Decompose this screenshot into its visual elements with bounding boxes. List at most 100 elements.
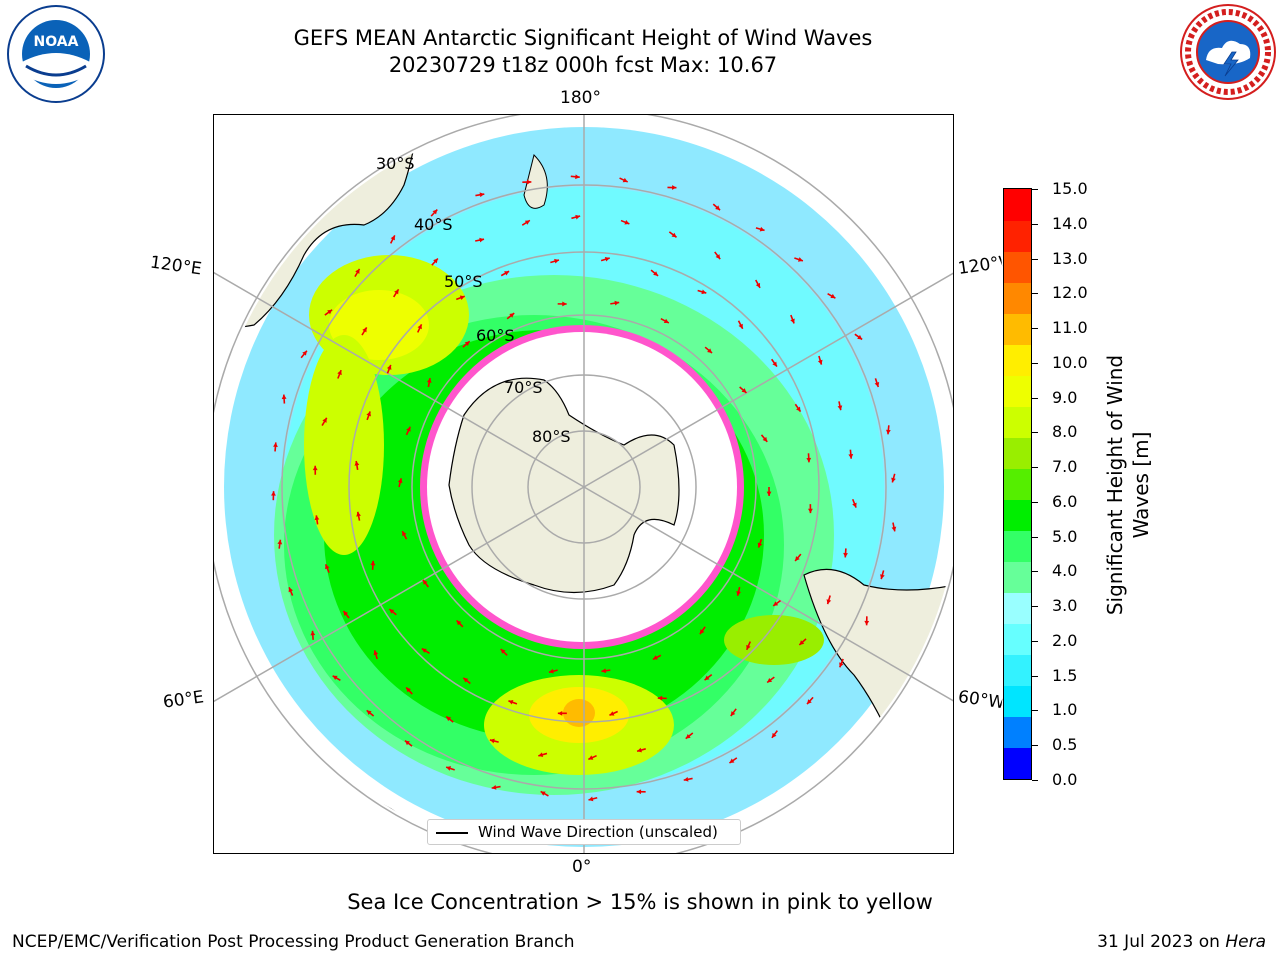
- wave-direction-arrowhead: [624, 220, 630, 225]
- colorbar-tick-label: 12.0: [1052, 283, 1088, 303]
- wave-direction-arrowhead: [277, 539, 283, 545]
- colorbar-tick-label: 15.0: [1052, 179, 1088, 198]
- wave-direction-arrowhead: [799, 640, 805, 645]
- wave-direction-arrowhead: [373, 650, 379, 656]
- wave-direction-arrowhead: [446, 766, 452, 771]
- colorbar-segment: [1004, 282, 1031, 314]
- wave-direction-arrowhead: [741, 388, 747, 393]
- colorbar-tick-label: 0.0: [1052, 770, 1078, 789]
- map-title: GEFS MEAN Antarctic Significant Height o…: [293, 26, 873, 50]
- lon-label-bottom: 0°: [572, 857, 592, 877]
- colorbar-tick-mark: [1032, 640, 1038, 642]
- map-legend: Wind Wave Direction (unscaled): [427, 819, 741, 845]
- wave-direction-arrowhead: [402, 531, 407, 537]
- svg-text:NOAA: NOAA: [34, 34, 79, 50]
- wave-direction-arrowhead: [390, 235, 395, 241]
- wave-direction-arrowhead: [757, 542, 763, 548]
- colorbar-segment: [1004, 406, 1031, 438]
- wave-direction-arrowhead: [729, 758, 735, 764]
- wave-direction-arrowhead: [491, 785, 497, 790]
- colorbar-segment: [1004, 592, 1031, 625]
- wave-direction-arrowhead: [548, 668, 554, 674]
- wave-direction-arrowhead: [891, 526, 897, 532]
- colorbar-tick-mark: [1032, 223, 1038, 225]
- lat-label-80s: 80°S: [532, 427, 571, 446]
- date-stamp: 31 Jul 2023 on Hera: [1097, 932, 1266, 952]
- colorbar-segment: [1004, 375, 1031, 407]
- colorbar-tick-mark: [1032, 397, 1038, 399]
- wave-direction-arrowhead: [355, 268, 360, 274]
- wave-direction-arrowhead: [538, 752, 544, 757]
- wave-direction-arrowhead: [417, 324, 422, 330]
- wave-direction-arrowhead: [356, 511, 361, 517]
- wave-direction-arrowhead: [406, 426, 411, 432]
- wave-direction-arrowhead: [755, 282, 761, 288]
- colorbar-tick-mark: [1032, 362, 1038, 364]
- wave-direction-arrowhead: [795, 556, 800, 561]
- lat-label-40s: 40°S: [414, 215, 453, 234]
- wave-direction-arrowhead: [762, 436, 768, 442]
- map-subtitle: 20230729 t18z 000h fcst Max: 10.67: [388, 53, 778, 77]
- wave-direction-arrowhead: [817, 359, 823, 365]
- wave-direction-arrowhead: [310, 630, 316, 636]
- colorbar-tick-label: 10.0: [1052, 352, 1088, 372]
- wave-direction-arrowhead: [837, 405, 843, 411]
- colorbar-segment: [1004, 623, 1031, 656]
- wave-direction-arrowhead: [807, 699, 812, 705]
- lon-label-upper-left: 120°E: [148, 252, 203, 280]
- wave-direction-arrowhead: [394, 289, 399, 295]
- wave-direction-arrowhead: [746, 644, 751, 650]
- wave-direction-arrowhead: [343, 610, 349, 616]
- wave-direction-arrowhead: [880, 574, 885, 580]
- wave-direction-arrowhead: [796, 406, 801, 412]
- wave-direction-arrowhead: [386, 364, 392, 370]
- colorbar-tick-label: 14.0: [1052, 213, 1088, 233]
- map-canvas: 30°S 40°S 50°S 60°S 70°S 80°S: [214, 115, 953, 853]
- wave-direction-arrowhead: [848, 454, 854, 459]
- colorbar-tick-mark: [1032, 745, 1038, 747]
- lon-label-lower-right: 60°W: [956, 687, 1004, 713]
- colorbar-tick-mark: [1032, 258, 1038, 260]
- colorbar-tick-label: 5.0: [1052, 526, 1078, 546]
- colorbar-segment: [1004, 747, 1031, 780]
- wave-direction-arrowhead: [433, 258, 438, 264]
- wave-direction-arrowhead: [479, 192, 485, 198]
- wave-direction-arrowhead: [370, 560, 376, 566]
- sea-ice-note: Sea Ice Concentration > 15% is shown in …: [347, 890, 933, 914]
- wave-direction-arrowhead: [366, 411, 371, 417]
- colorbar-segment: [1004, 685, 1031, 718]
- colorbar-segment: [1004, 437, 1031, 469]
- wave-direction-arrowhead: [500, 649, 506, 654]
- wave-direction-arrowhead: [526, 179, 532, 185]
- wave-direction-arrowhead: [508, 700, 514, 705]
- wave-direction-arrowhead: [885, 429, 891, 435]
- colorbar-label-line1: Significant Height of Wind: [1103, 354, 1127, 616]
- colorbar-tick-label: 3.0: [1052, 596, 1078, 616]
- wave-direction-arrowhead: [504, 271, 510, 276]
- colorbar-tick-mark: [1032, 432, 1038, 434]
- wave-direction-arrowhead: [575, 214, 581, 220]
- wave-direction-arrowhead: [354, 460, 360, 466]
- colorbar-segment: [1004, 220, 1031, 252]
- wave-direction-arrowhead: [421, 648, 427, 653]
- wave-direction-arrowhead: [332, 675, 338, 681]
- wave-direction-arrowhead: [337, 370, 342, 376]
- colorbar-segment: [1004, 499, 1031, 532]
- colorbar-tick-label: 6.0: [1052, 491, 1078, 511]
- wave-direction-arrowhead: [730, 711, 736, 717]
- wave-direction-arrowhead: [312, 465, 318, 471]
- lat-label-70s: 70°S: [504, 378, 543, 397]
- wave-direction-arrowhead: [857, 334, 863, 340]
- wave-direction-arrowhead: [864, 620, 870, 626]
- colorbar-tick-label: 1.5: [1052, 665, 1078, 685]
- wave-direction-arrowhead: [685, 733, 691, 739]
- credit-line: NCEP/EMC/Verification Post Processing Pr…: [12, 932, 575, 952]
- wave-direction-arrowhead: [389, 609, 395, 614]
- wave-direction-arrowhead: [426, 378, 432, 383]
- colorbar-tick-mark: [1032, 571, 1038, 573]
- wave-direction-arrowhead: [479, 237, 485, 243]
- wave-direction-arrowhead: [422, 579, 428, 585]
- wave-direction-arrowhead: [771, 732, 777, 738]
- wave-direction-arrowhead: [790, 318, 795, 324]
- colorbar-tick-label: 1.0: [1052, 700, 1078, 720]
